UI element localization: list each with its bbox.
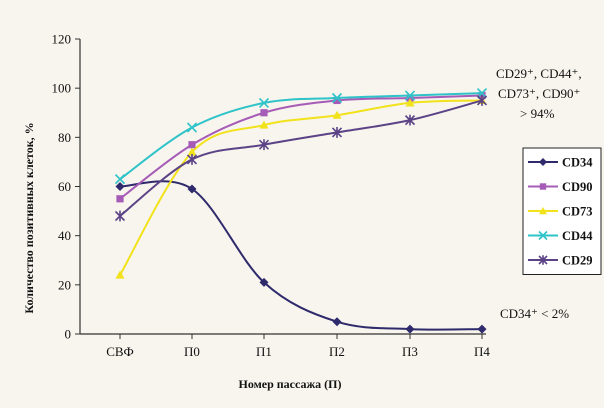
series-cd44 (114, 88, 488, 185)
data-point (258, 97, 270, 108)
data-point (186, 122, 198, 133)
data-point (331, 127, 343, 138)
data-point (539, 183, 547, 190)
legend-item-cd44: CD44 (528, 229, 593, 243)
series-cd90 (116, 91, 486, 203)
data-point (260, 109, 268, 117)
series-line (119, 99, 483, 217)
series-layer (114, 88, 488, 334)
data-point (476, 88, 488, 99)
legend-label: CD90 (562, 180, 593, 194)
data-point (539, 207, 547, 215)
y-tick-label: 80 (58, 130, 71, 145)
legend-item-cd90: CD90 (528, 180, 593, 194)
data-point (332, 110, 342, 119)
y-tick-label: 20 (58, 277, 71, 292)
data-point (332, 317, 342, 327)
x-axis-title: Номер пассажа (П) (238, 377, 341, 391)
data-point (116, 195, 124, 203)
data-point (538, 230, 548, 241)
legend-label: CD73 (562, 205, 593, 219)
series-cd34 (115, 180, 487, 334)
data-point (405, 98, 415, 107)
data-point (187, 147, 197, 156)
data-point (333, 96, 341, 105)
data-point (331, 92, 343, 104)
x-tick-label: П0 (184, 344, 200, 359)
data-point (477, 324, 487, 334)
data-point (188, 141, 196, 149)
data-point (115, 270, 125, 279)
annotation-top-line3: > 94% (520, 106, 555, 121)
legend-label: CD44 (562, 229, 593, 243)
legend-item-cd34: CD34 (528, 156, 593, 170)
legend: CD34 CD90 CD73 CD44 CD29 (522, 147, 602, 275)
x-tick-label: СВФ (106, 344, 134, 359)
data-point (186, 154, 198, 165)
data-point (539, 158, 547, 166)
legend-item-cd29: CD29 (528, 254, 593, 268)
data-point (404, 114, 416, 126)
data-point (114, 210, 126, 222)
annotation-top-line2: CD73⁺, CD90⁺ (498, 86, 580, 101)
data-point (259, 277, 269, 287)
y-tick-label: 100 (52, 81, 72, 96)
axes: 0 20 40 60 80 100 120 СВФ П0 П1 П2 П3 П4 (52, 32, 491, 360)
series-line (119, 94, 483, 200)
y-tick-label: 60 (58, 179, 71, 194)
legend-label: CD34 (562, 156, 593, 170)
data-point (538, 255, 548, 265)
data-point (259, 120, 269, 129)
x-tick-label: П3 (402, 344, 418, 359)
series-line (119, 99, 483, 276)
annotation-bottom: CD34⁺ < 2% (500, 306, 569, 321)
series-line (119, 180, 483, 331)
series-line (119, 92, 483, 180)
data-point (405, 324, 415, 334)
series-cd29 (114, 95, 488, 222)
annotation-top-line1: CD29⁺, CD44⁺, (496, 66, 582, 81)
data-point (187, 184, 197, 194)
data-point (404, 90, 416, 101)
series-cd73 (115, 95, 487, 279)
x-tick-label: П1 (256, 344, 272, 359)
x-tick-label: П2 (329, 344, 345, 359)
data-point (406, 94, 414, 102)
data-point (476, 95, 488, 106)
y-tick-label: 0 (65, 327, 72, 342)
data-point (114, 174, 126, 185)
y-axis-title: Количество позитивных клеток, % (22, 122, 36, 313)
x-tick-label: П4 (474, 344, 490, 359)
legend-label: CD29 (562, 254, 593, 268)
legend-item-cd73: CD73 (528, 205, 593, 219)
y-tick-label: 40 (58, 228, 71, 243)
data-point (258, 139, 270, 151)
y-tick-label: 120 (52, 32, 72, 47)
data-point (115, 182, 125, 191)
